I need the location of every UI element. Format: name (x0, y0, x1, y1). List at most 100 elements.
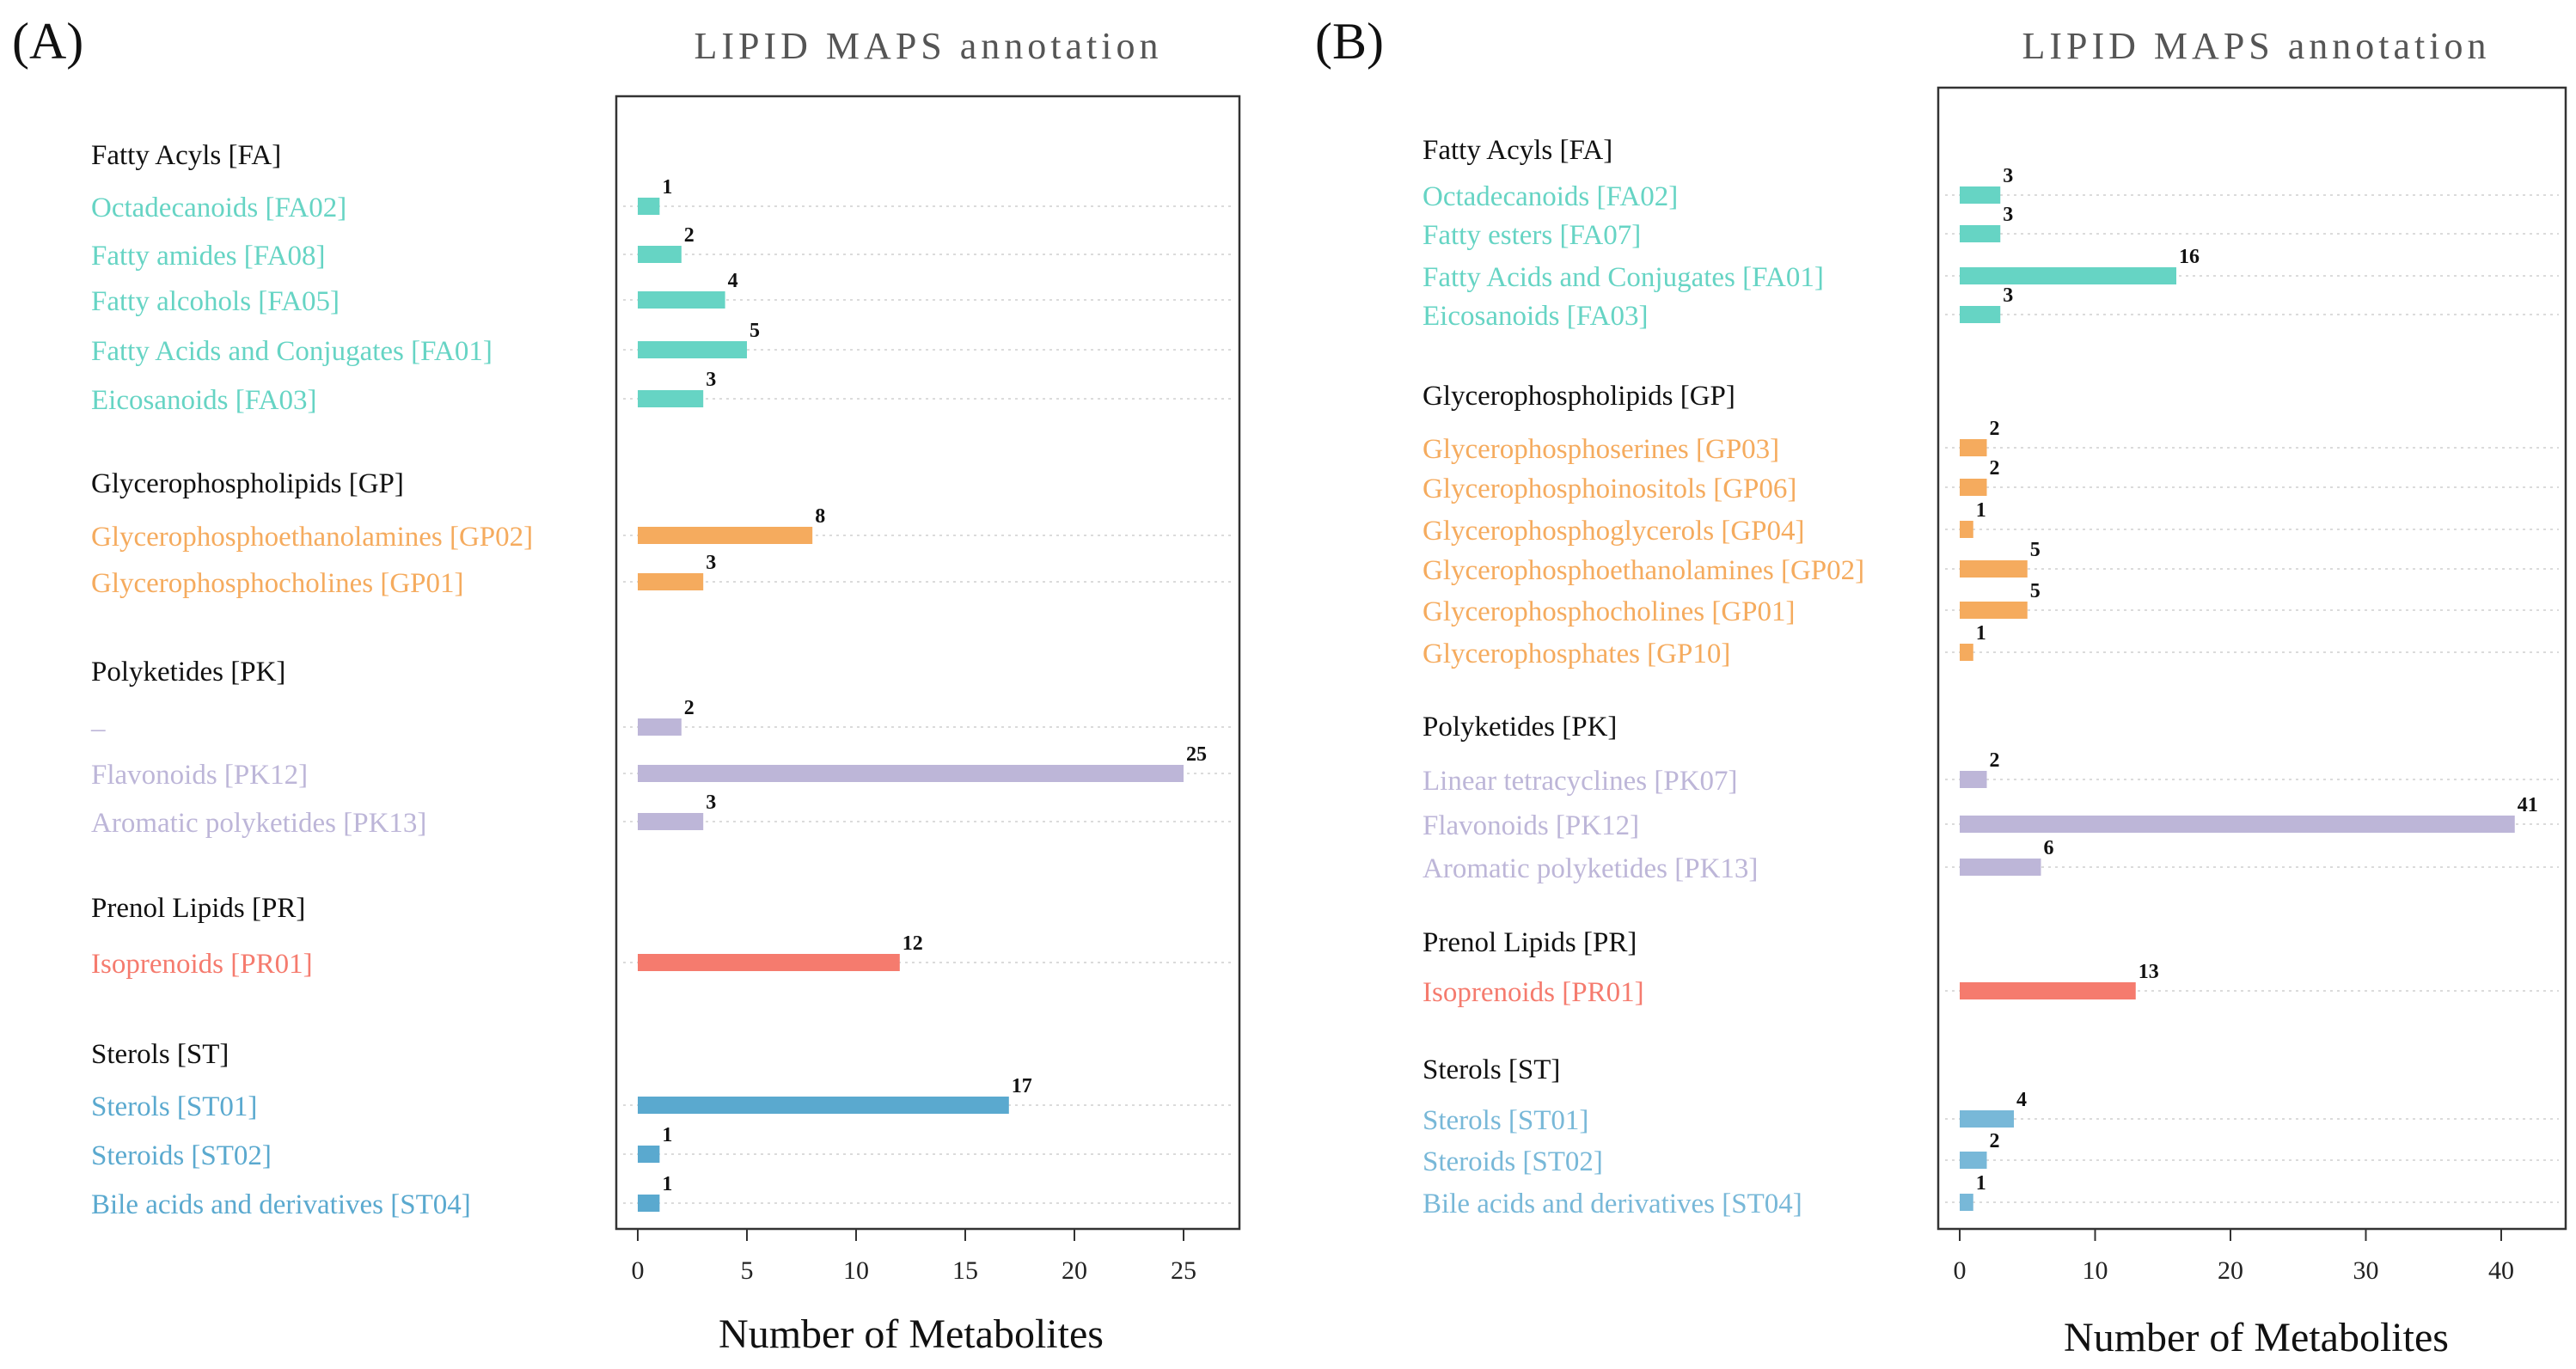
category-label: Fatty amides [FA08] (91, 241, 326, 272)
category-label: Bile acids and derivatives [ST04] (91, 1189, 471, 1220)
data-label: 2 (1990, 749, 2000, 772)
category-label: Bile acids and derivatives [ST04] (1423, 1189, 1802, 1219)
group-label: Polyketides [PK] (91, 657, 285, 688)
data-label: 5 (2030, 539, 2041, 561)
group-label: Glycerophospholipids [GP] (91, 468, 404, 499)
category-label: Steroids [ST02] (1423, 1146, 1603, 1177)
chart-title: LIPID MAPS annotation (694, 25, 1163, 67)
bar (638, 390, 704, 407)
bar (1960, 186, 2001, 204)
data-label: 2 (684, 224, 694, 247)
data-label: 1 (662, 176, 672, 199)
data-label: 6 (2044, 837, 2054, 859)
category-label: Aromatic polyketides [PK13] (1423, 853, 1758, 884)
bar (1960, 225, 2001, 242)
group-label: Sterols [ST] (1423, 1054, 1560, 1085)
category-label: Flavonoids [PK12] (1423, 810, 1639, 841)
data-label: 5 (2030, 580, 2041, 602)
category-label: Glycerophosphocholines [GP01] (1423, 596, 1796, 627)
x-tick-label: 25 (1171, 1256, 1196, 1285)
x-axis-title: Number of Metabolites (2064, 1315, 2449, 1360)
chart-title: LIPID MAPS annotation (2022, 25, 2491, 67)
bar (638, 954, 900, 971)
category-label: Glycerophosphoethanolamines [GP02] (91, 522, 533, 553)
bar (1960, 771, 1987, 788)
bar (638, 718, 682, 736)
x-tick-label: 5 (741, 1256, 754, 1285)
category-label: Isoprenoids [PR01] (1423, 977, 1644, 1008)
data-label: 4 (2016, 1089, 2027, 1111)
bar (1960, 560, 2028, 578)
chart-panel-b: (B) LIPID MAPS annotation Fatty Acyls [FA]… (1315, 13, 2567, 1360)
category-label: Fatty esters [FA07] (1423, 220, 1641, 251)
bar (638, 291, 725, 309)
x-axis-title: Number of Metabolites (719, 1311, 1104, 1357)
data-label: 3 (706, 791, 716, 814)
data-label: 41 (2518, 794, 2538, 816)
category-label: Eicosanoids [FA03] (1423, 301, 1648, 332)
category-label: Sterols [ST01] (91, 1091, 257, 1122)
bar (1960, 306, 2001, 323)
data-label: 17 (1012, 1075, 1032, 1097)
data-label: 1 (1976, 622, 1986, 645)
group-label: Polyketides [PK] (1423, 712, 1617, 743)
bar (1960, 644, 1973, 661)
data-label: 1 (662, 1173, 672, 1195)
x-tick-label: 20 (1062, 1256, 1087, 1285)
bar (1960, 267, 2176, 284)
data-label: 12 (903, 932, 923, 955)
category-label: Glycerophosphocholines [GP01] (91, 568, 464, 599)
data-label: 5 (750, 320, 760, 342)
category-label: – (90, 713, 106, 744)
bar (638, 1097, 1009, 1114)
data-label: 8 (815, 505, 825, 528)
group-label: Prenol Lipids [PR] (91, 893, 305, 924)
data-label: 25 (1186, 743, 1207, 766)
data-label: 4 (728, 270, 738, 292)
bar (638, 246, 682, 263)
data-label: 2 (1990, 418, 2000, 440)
bar (1960, 1152, 1987, 1169)
data-label: 3 (2003, 165, 2013, 187)
data-label: 2 (1990, 457, 2000, 480)
x-tick-label: 0 (1954, 1256, 1967, 1285)
group-label: Sterols [ST] (91, 1039, 229, 1070)
data-label: 1 (1976, 1172, 1986, 1195)
category-label: Octadecanoids [FA02] (1423, 181, 1678, 212)
category-label: Fatty alcohols [FA05] (91, 286, 340, 317)
data-label: 3 (706, 552, 716, 574)
plot-frame (1937, 86, 2567, 1231)
panel-label: (A) (12, 13, 83, 70)
bar (638, 198, 660, 215)
bar (1960, 439, 1987, 456)
x-tick-label: 40 (2488, 1256, 2514, 1285)
group-label: Fatty Acyls [FA] (1423, 135, 1612, 166)
group-label: Prenol Lipids [PR] (1423, 927, 1637, 958)
group-label: Fatty Acyls [FA] (91, 140, 281, 171)
bar (638, 1195, 660, 1212)
data-label: 1 (662, 1124, 672, 1146)
bar (638, 813, 704, 830)
bar (638, 573, 704, 590)
category-label: Steroids [ST02] (91, 1140, 272, 1171)
data-label: 1 (1976, 499, 1986, 522)
category-label: Glycerophosphoserines [GP03] (1423, 434, 1779, 465)
x-tick-label: 15 (952, 1256, 978, 1285)
x-tick-label: 30 (2353, 1256, 2379, 1285)
bar (1960, 602, 2028, 619)
bar (1960, 1194, 1973, 1211)
bar (638, 527, 813, 544)
bar (638, 341, 747, 358)
category-label: Isoprenoids [PR01] (91, 949, 313, 980)
bar (1960, 859, 2041, 876)
data-label: 13 (2139, 961, 2159, 983)
category-label: Sterols [ST01] (1423, 1105, 1588, 1136)
data-label: 3 (2003, 284, 2013, 307)
bar (1960, 816, 2515, 833)
bar (1960, 521, 1973, 538)
category-label: Glycerophosphoethanolamines [GP02] (1423, 555, 1864, 586)
x-tick-label: 20 (2218, 1256, 2243, 1285)
plot-frame (615, 95, 1241, 1231)
category-label: Octadecanoids [FA02] (91, 193, 346, 223)
x-tick-label: 0 (632, 1256, 645, 1285)
